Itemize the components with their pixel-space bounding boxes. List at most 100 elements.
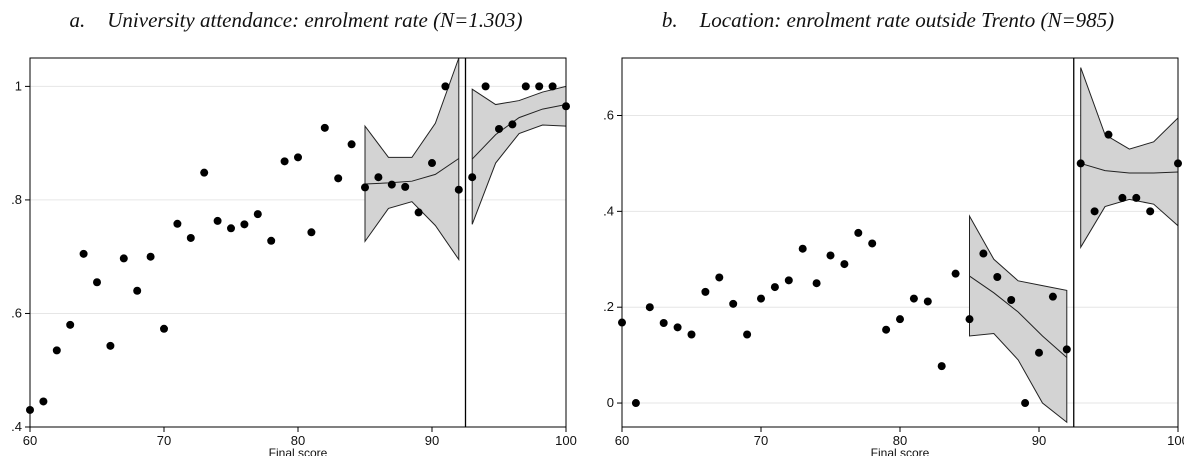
chart-b-point (965, 315, 974, 324)
chart-b-point (854, 228, 863, 237)
chart-a-point (119, 254, 128, 263)
chart-a-x-tick-label: 80 (291, 433, 305, 448)
chart-b-point (1048, 292, 1057, 301)
chart-b-point (701, 287, 710, 296)
chart-a: 60 70 80 90 100 .4 .6 .8 1 Final score (11, 57, 577, 456)
chart-b-title: b. Location: enrolment rate outside Trent… (592, 8, 1184, 33)
chart-a-point (146, 252, 155, 261)
chart-a-point (133, 286, 142, 295)
chart-a-point (200, 168, 209, 177)
chart-a-ci-band (364, 57, 460, 262)
chart-b-point (951, 269, 960, 278)
chart-a-point (213, 216, 222, 225)
chart-b-point (826, 251, 835, 260)
chart-b-point (868, 239, 877, 248)
chart-a-point (495, 124, 503, 133)
chart-a-point (160, 324, 168, 333)
chart-b-x-tick-label: 60 (615, 433, 629, 448)
chart-a-title: a. University attendance: enrolment rate … (0, 8, 592, 33)
chart-b-point (1007, 296, 1016, 305)
chart-b-point (909, 294, 918, 303)
chart-b-point (798, 244, 807, 253)
chart-b-x-tick-label: 90 (1032, 433, 1046, 448)
chart-a-point (441, 82, 450, 91)
chart-a-point (186, 233, 195, 242)
chart-b-point (979, 249, 988, 258)
chart-b-ci-band (969, 214, 1068, 424)
chart-b-x-axis-title: Final score (871, 446, 930, 456)
chart-a-point (227, 224, 235, 233)
chart-b-point (1062, 345, 1071, 354)
chart-b-point (812, 279, 821, 288)
chart-b-ci-band (1080, 67, 1179, 250)
chart-b-point (1076, 159, 1085, 168)
chart-b-y-tick-label: .2 (603, 299, 614, 314)
chart-b-point (687, 330, 696, 339)
chart-a-x-tick-label: 60 (23, 433, 37, 448)
chart-b-y-tick-label: .6 (603, 108, 614, 123)
chart-b-point (673, 323, 682, 332)
chart-a-point (66, 320, 75, 329)
chart-b-point (631, 399, 640, 408)
chart-b-point (1118, 193, 1127, 202)
chart-b-point (923, 297, 932, 306)
chart-b-point (1090, 207, 1099, 216)
chart-b-point (729, 299, 738, 308)
chart-b-point (840, 260, 849, 269)
chart-a-point (253, 210, 262, 219)
chart-a-point (468, 173, 477, 182)
chart-a-point (93, 278, 101, 287)
chart-a-point (334, 174, 343, 183)
chart-b-point (784, 276, 793, 285)
chart-b-point (882, 325, 891, 334)
chart-a-x-axis-title: Final score (269, 446, 328, 456)
chart-a-point (414, 208, 423, 217)
chart-a-fit-line (471, 104, 567, 160)
chart-a-y-tick-label: 1 (15, 78, 22, 93)
chart-b-point (993, 273, 1002, 282)
chart-a-point (535, 82, 544, 91)
chart-b-point (743, 330, 752, 339)
chart-b-x-tick-label: 70 (754, 433, 768, 448)
chart-a-y-tick-label: .6 (11, 305, 22, 320)
chart-a-title-text: University attendance: enrolment rate (N… (107, 8, 523, 32)
chart-a-point (521, 82, 530, 91)
chart-b-letter: b. (661, 8, 678, 32)
chart-a-letter: a. (69, 8, 86, 32)
chart-b-point (1146, 207, 1155, 216)
chart-a-x-tick-label: 70 (157, 433, 171, 448)
chart-a-fit-line (364, 158, 460, 185)
chart-b-title-text: Location: enrolment rate outside Trento … (699, 8, 1115, 32)
chart-b-point (1104, 130, 1113, 139)
chart-b-fit-line (969, 275, 1068, 358)
chart-a-point (428, 159, 436, 168)
chart-b-point (937, 362, 946, 371)
chart-a-point (106, 341, 115, 350)
chart-a-x-tick-label: 100 (555, 433, 577, 448)
chart-a-point (481, 82, 490, 91)
chart-a-point (361, 183, 369, 192)
chart-a-point (548, 82, 557, 91)
chart-b-point (1021, 399, 1030, 408)
chart-b-point (645, 303, 654, 312)
chart-a-y-tick-label: .4 (11, 419, 22, 434)
chart-b-point (659, 319, 668, 328)
chart-b-point (757, 294, 765, 303)
chart-a-point (454, 185, 463, 194)
chart-a-point (374, 173, 383, 182)
chart-a-point (173, 219, 182, 228)
panel-a: a. University attendance: enrolment rate … (0, 8, 592, 456)
chart-b-y-tick-label: 0 (607, 395, 614, 410)
chart-b-point (715, 273, 724, 282)
chart-a-point (79, 249, 88, 258)
chart-a-y-tick-label: .8 (11, 192, 22, 207)
chart-a-point (240, 220, 249, 229)
chart-b-point (770, 283, 779, 292)
chart-b-point (1132, 193, 1141, 202)
chart-a-point (267, 236, 276, 245)
chart-a-point (320, 123, 329, 132)
chart-a-x-tick-label: 90 (425, 433, 439, 448)
chart-b-y-tick-label: .4 (603, 203, 614, 218)
chart-a-point (387, 180, 396, 189)
chart-a-point (401, 182, 410, 191)
